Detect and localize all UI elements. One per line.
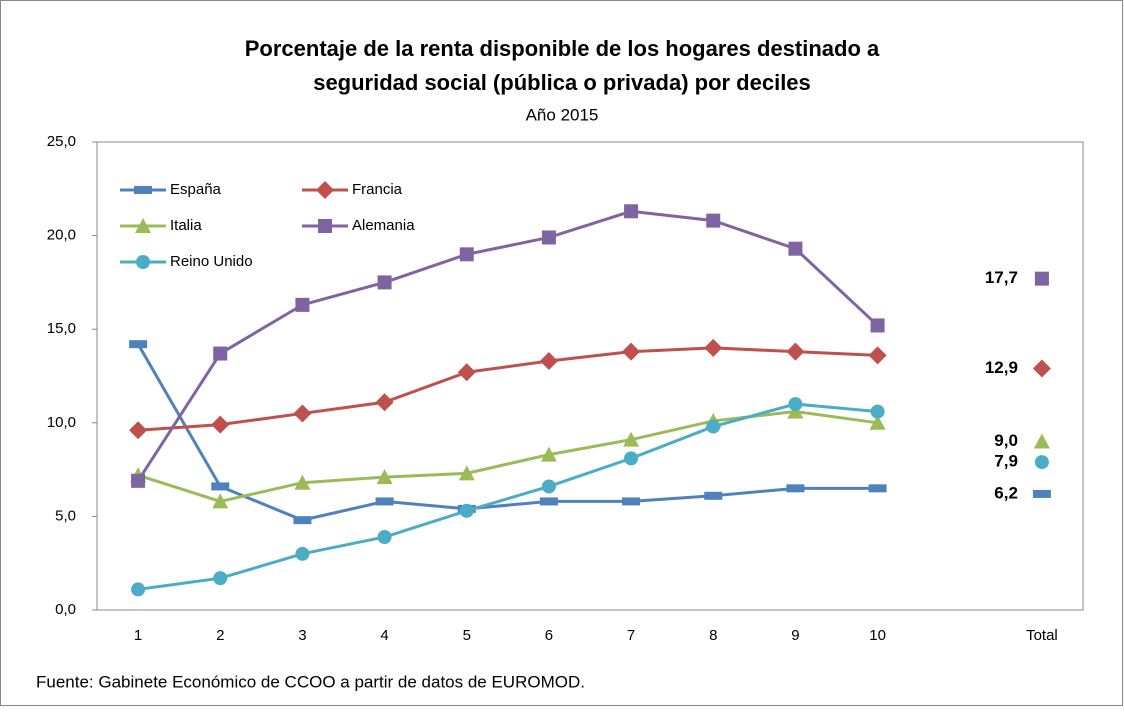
data-point	[1033, 433, 1050, 449]
data-point	[212, 493, 229, 509]
x-tick-label: 9	[791, 627, 799, 644]
data-label: 12,9	[985, 358, 1018, 377]
data-point	[868, 346, 887, 365]
legend-marker	[135, 218, 151, 233]
x-tick-label: 2	[216, 627, 224, 644]
data-point	[459, 247, 474, 262]
data-point	[622, 497, 641, 506]
y-tick-label: 10,0	[47, 414, 76, 431]
data-point	[786, 484, 805, 493]
x-tick-label: 3	[298, 627, 306, 644]
data-label: 7,9	[994, 452, 1018, 471]
data-point	[624, 204, 639, 219]
y-tick-label: 25,0	[47, 133, 76, 150]
x-tick-label: 10	[869, 627, 886, 644]
legend-marker	[316, 181, 334, 199]
data-point	[1032, 489, 1051, 498]
data-point	[623, 431, 640, 447]
data-point	[293, 516, 312, 525]
data-point	[294, 474, 311, 490]
source-note: Fuente: Gabinete Económico de CCOO a par…	[36, 672, 585, 691]
data-point	[868, 484, 887, 493]
data-point	[539, 497, 558, 506]
data-point	[131, 473, 146, 488]
x-tick-label: 6	[545, 627, 553, 644]
y-tick-label: 5,0	[55, 507, 76, 524]
data-point	[457, 363, 476, 382]
data-point	[129, 340, 148, 349]
x-tick-label: 8	[709, 627, 717, 644]
data-point	[458, 465, 475, 481]
data-point	[786, 342, 805, 361]
data-point	[375, 497, 394, 506]
data-point	[622, 342, 641, 361]
legend-marker	[136, 255, 150, 269]
legend-marker	[134, 186, 152, 194]
x-tick-label: 1	[134, 627, 142, 644]
data-point	[295, 546, 310, 561]
data-point	[539, 352, 558, 371]
data-point	[377, 529, 392, 544]
chart-title: Porcentaje de la renta disponible de los…	[245, 36, 880, 61]
data-point	[129, 421, 148, 440]
data-point	[704, 338, 723, 357]
x-tick-label: 4	[380, 627, 388, 644]
data-point	[377, 275, 392, 290]
data-label: 6,2	[994, 483, 1018, 502]
data-label: 17,7	[985, 268, 1018, 287]
data-point	[375, 393, 394, 412]
y-tick-label: 0,0	[55, 601, 76, 618]
plot-area	[96, 141, 1084, 611]
data-point	[293, 404, 312, 423]
x-tick-label: 5	[463, 627, 471, 644]
data-point	[869, 414, 886, 430]
data-point	[295, 297, 310, 312]
data-point	[1032, 359, 1051, 378]
data-point	[706, 213, 721, 228]
data-point	[870, 404, 885, 419]
legend-label: Reino Unido	[170, 253, 253, 270]
data-point	[131, 582, 146, 597]
data-point	[211, 482, 230, 491]
legend-marker	[318, 219, 332, 233]
data-label: 9,0	[994, 431, 1018, 450]
legend-label: España	[170, 181, 222, 198]
x-tick-label: 7	[627, 627, 635, 644]
chart-subtitle: Año 2015	[526, 105, 599, 124]
data-point	[870, 318, 885, 333]
x-tick-label: Total	[1026, 627, 1058, 644]
y-tick-label: 15,0	[47, 320, 76, 337]
data-point	[540, 446, 557, 462]
data-point	[213, 346, 228, 361]
data-point	[459, 503, 474, 518]
data-point	[704, 491, 723, 500]
data-point	[211, 415, 230, 434]
y-tick-label: 20,0	[47, 227, 76, 244]
legend-label: Italia	[170, 217, 202, 234]
legend-label: Alemania	[352, 217, 415, 234]
data-point	[788, 397, 803, 412]
data-point	[1034, 271, 1049, 286]
legend-label: Francia	[352, 181, 403, 198]
data-point	[706, 419, 721, 434]
data-point	[541, 230, 556, 245]
chart-title: seguridad social (pública o privada) por…	[313, 70, 811, 95]
data-point	[213, 571, 228, 586]
data-point	[541, 479, 556, 494]
data-point	[788, 241, 803, 256]
data-point	[376, 469, 393, 485]
data-point	[1034, 455, 1049, 470]
data-point	[624, 451, 639, 466]
